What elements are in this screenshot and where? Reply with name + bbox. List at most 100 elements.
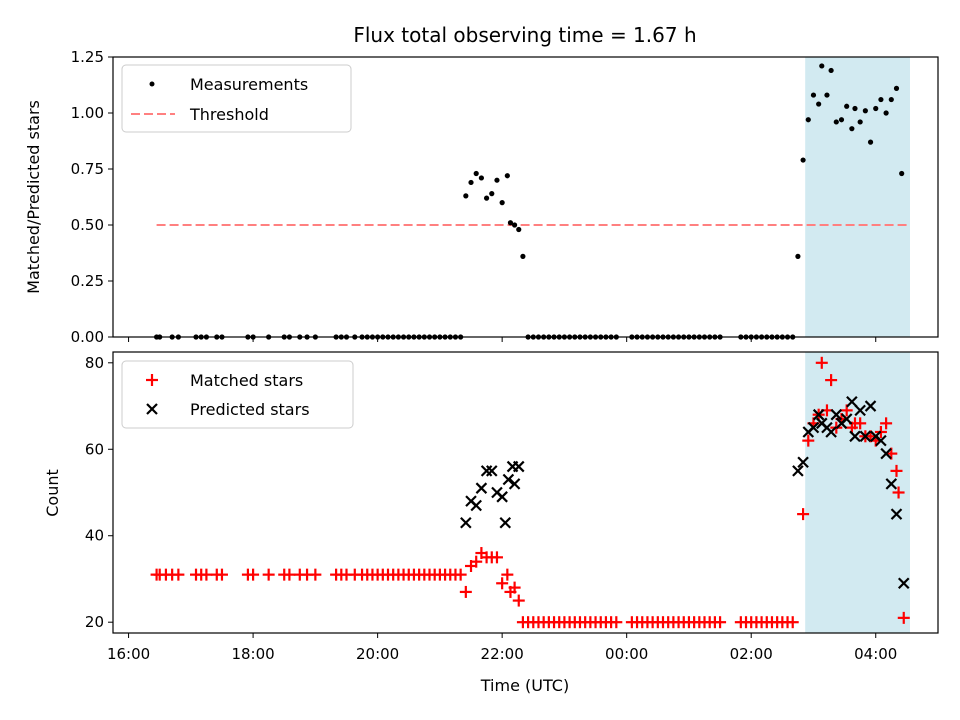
measurement-point [499,200,505,206]
measurement-point [878,96,884,103]
predicted-star-point [849,430,861,443]
top-y-tick-label: 0.50 [71,216,104,234]
bottom-y-axis-label: Count [43,469,62,517]
top-y-tick-label: 0.25 [71,272,104,290]
predicted-star-point [840,413,853,425]
top-panel: 0.00 0.25 0.50 0.75 1.00 1.25 Matched/Predict… [24,48,939,346]
predicted-star-point [508,478,521,490]
measurement-point [483,195,490,201]
bottom-highlight-region [805,352,910,633]
measurement-point [888,96,894,103]
measurement-point [838,117,845,123]
measurement-point [844,103,850,109]
matched-star-point [880,417,893,430]
legend-predicted-marker [146,403,158,415]
matched-star-point [508,581,521,594]
measurement-point [828,67,834,74]
measurement-point [852,105,858,112]
measurement-point [857,119,863,125]
predicted-star-point [499,516,512,529]
matched-star-point [802,434,815,447]
predicted-star-point [830,408,843,421]
predicted-star-point [797,456,809,469]
measurement-point [478,175,484,181]
top-y-tick-label: 0.75 [71,160,104,178]
predicted-star-point [846,395,858,408]
predicted-star-point [812,408,825,421]
bottom-plot-frame [112,351,939,634]
matched-star-point [172,568,185,581]
predicted-star-point [859,430,872,443]
top-y-tick-label: 0.00 [71,328,104,346]
bottom-x-ticks: 16:00 18:00 20:00 22:00 00:00 02:00 04:00 [107,633,897,663]
predicted-star-point [885,478,898,490]
legend-matched-label: Matched stars [190,371,303,390]
legend-threshold-label: Threshold [189,105,269,124]
measurement-point [893,85,900,91]
predicted-star-point [475,482,488,494]
measurement-point [463,193,469,199]
x-tick-label: 16:00 [107,645,150,663]
bottom-y-tick-label: 80 [85,354,104,372]
measurement-point [873,105,879,112]
bottom-y-tick-label: 60 [85,440,104,458]
measurement-point [816,101,822,107]
top-y-ticks: 0.00 0.25 0.50 0.75 1.00 1.25 [71,48,113,346]
predicted-star-point [825,426,837,438]
measurement-point [504,173,510,179]
measurement-point [883,110,889,116]
matched-star-point [215,568,228,581]
predicted-star-point [502,473,515,486]
matched-stars-points [150,356,910,629]
predicted-star-point [792,465,804,477]
chart-title: Flux total observing time = 1.67 h [353,23,696,47]
predicted-star-point [480,465,493,477]
predicted-star-point [460,516,472,529]
measurement-point [862,108,868,114]
bottom-y-tick-label: 40 [85,527,104,545]
matched-star-point [470,555,483,568]
top-y-tick-label: 1.25 [71,48,104,66]
bottom-y-ticks: 20 40 60 80 [85,354,113,631]
x-tick-label: 22:00 [481,645,524,663]
measurement-point [833,119,839,125]
measurement-point [819,63,825,69]
measurement-point [468,179,474,186]
measurement-point [494,177,500,183]
measurement-point [795,253,801,259]
top-y-tick-label: 1.00 [71,104,104,122]
predicted-star-point [854,404,866,417]
matched-star-point [454,568,467,581]
x-tick-label: 18:00 [231,645,274,663]
measurement-point [824,92,830,98]
top-legend: Measurements Threshold [121,64,352,133]
matched-star-point [892,486,905,499]
matched-star-point [890,464,903,477]
matched-star-point [610,616,623,629]
matched-star-point [512,594,525,607]
measurement-point [473,170,479,177]
legend-measurements-label: Measurements [190,75,308,94]
measurement-point [489,191,495,197]
matched-star-point [283,568,296,581]
matched-star-point [797,508,810,521]
top-x-ticks [128,337,877,342]
measurement-point [512,222,518,228]
matched-star-point [786,616,799,629]
legend-matched-marker [146,374,158,386]
matched-star-point [854,417,867,430]
matched-star-point [459,585,472,598]
top-legend-box [121,64,352,133]
measurement-point [800,157,806,163]
measurement-point [849,126,855,132]
measurement-point [867,139,874,145]
predicted-star-point [875,434,887,447]
matched-star-point [714,616,727,629]
matched-star-point [262,568,275,581]
matched-star-point [309,568,322,581]
predicted-star-point [485,465,498,477]
predicted-star-point [864,400,877,412]
matched-star-point [490,551,503,564]
top-highlight-region [805,57,910,337]
predicted-star-point [512,460,525,473]
